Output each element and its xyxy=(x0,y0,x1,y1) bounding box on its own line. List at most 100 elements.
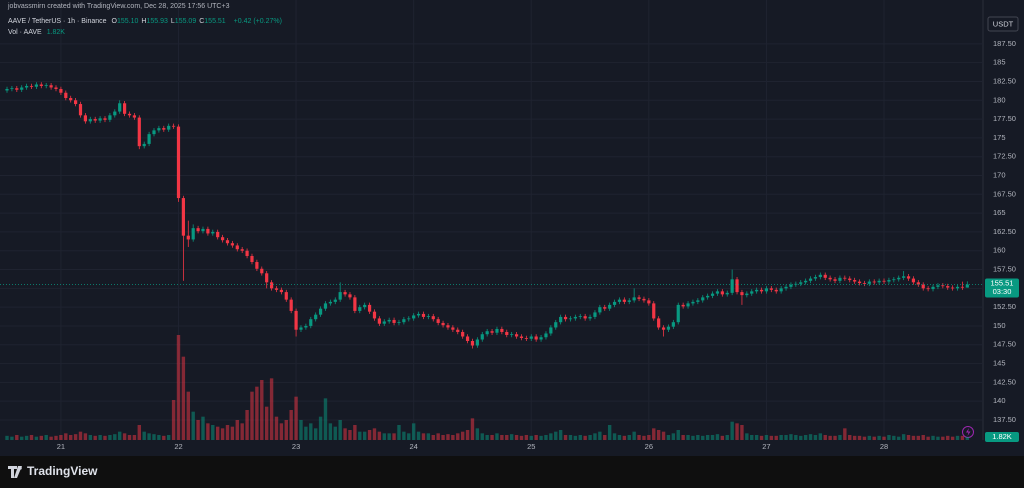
ohlc-label: C xyxy=(199,18,205,25)
countdown: 03:30 xyxy=(993,287,1012,296)
candle-body xyxy=(451,327,455,330)
candle-body xyxy=(122,103,127,114)
candle-body xyxy=(269,282,274,289)
candle-body xyxy=(118,103,122,112)
candle-body xyxy=(828,277,832,280)
candle-body xyxy=(603,307,607,309)
candle-body xyxy=(216,231,220,238)
candle-body xyxy=(563,316,568,320)
volume-bar xyxy=(274,416,279,440)
candle-body xyxy=(147,134,151,144)
volume-bar xyxy=(191,411,195,440)
candle-body xyxy=(534,336,538,340)
candle-body xyxy=(902,276,906,278)
volume-bar xyxy=(465,430,470,440)
volume-bar xyxy=(225,425,230,440)
volume-bar xyxy=(78,431,83,440)
candle-body xyxy=(392,319,396,323)
candle-body xyxy=(735,279,739,293)
x-tick-label: 24 xyxy=(409,442,417,451)
volume-bar xyxy=(5,435,9,440)
volume-bar xyxy=(887,435,891,440)
volume-bar xyxy=(157,435,161,440)
candle-body xyxy=(171,125,176,127)
volume-bar xyxy=(122,433,127,440)
y-tick-label: 160 xyxy=(993,246,1006,255)
y-tick-label: 175 xyxy=(993,133,1006,142)
candle-body xyxy=(196,228,200,232)
volume-bar xyxy=(568,435,573,440)
x-tick-label: 26 xyxy=(645,442,653,451)
candle-body xyxy=(363,304,367,308)
volume-bar xyxy=(235,420,239,440)
ohlc-value: 155.93 xyxy=(146,18,168,25)
volume-bar xyxy=(64,433,68,440)
y-tick-label: 185 xyxy=(993,58,1006,67)
volume-bar xyxy=(338,420,342,440)
volume-bar xyxy=(137,425,141,440)
volume-bar xyxy=(475,428,480,440)
ohlc-value: 155.51 xyxy=(204,18,226,25)
volume-bar xyxy=(279,423,284,440)
y-tick-label: 157.50 xyxy=(993,265,1016,274)
candle-body xyxy=(318,308,323,315)
volume-bar xyxy=(720,435,725,440)
volume-bar xyxy=(843,428,847,440)
candle-body xyxy=(568,318,573,320)
candle-body xyxy=(681,304,685,307)
volume-bar xyxy=(774,435,778,440)
candle-body xyxy=(250,255,254,263)
volume-bar xyxy=(578,435,582,440)
volume-bar xyxy=(622,435,627,440)
volume-legend: Vol · AAVE xyxy=(8,29,42,36)
candle-body xyxy=(328,301,332,304)
volume-bar xyxy=(353,425,357,440)
candle-body xyxy=(701,297,705,301)
candle-body xyxy=(804,280,808,283)
candle-body xyxy=(505,331,509,335)
volume-bar xyxy=(215,426,220,440)
candle-body xyxy=(588,316,592,319)
candle-body xyxy=(862,283,867,284)
candle-body xyxy=(397,322,401,323)
candle-body xyxy=(750,291,754,294)
volume-bar xyxy=(441,435,445,440)
volume-bar xyxy=(764,435,769,440)
y-tick-label: 177.50 xyxy=(993,114,1016,123)
volume-bar xyxy=(867,435,872,440)
candle-body xyxy=(225,240,230,244)
candle-body xyxy=(39,84,43,86)
candle-body xyxy=(407,318,411,320)
candle-body xyxy=(176,126,181,199)
volume-bar xyxy=(44,435,48,440)
candle-body xyxy=(710,293,715,296)
candle-body xyxy=(617,299,622,302)
ohlc-label: O xyxy=(111,18,117,25)
volume-bar xyxy=(921,435,925,440)
volume-bar xyxy=(524,435,529,440)
y-tick-label: 167.50 xyxy=(993,189,1016,198)
candle-body xyxy=(877,280,881,283)
candle-body xyxy=(853,280,857,282)
volume-bar xyxy=(725,435,729,440)
candle-body xyxy=(706,295,710,298)
candle-body xyxy=(49,85,53,88)
volume-bar xyxy=(828,435,832,440)
candle-body xyxy=(152,130,156,135)
volume-bar xyxy=(529,435,533,440)
candle-body xyxy=(867,281,871,284)
volume-bar xyxy=(691,435,695,440)
candle-body xyxy=(265,273,269,283)
volume-bar xyxy=(583,435,587,440)
candle-body xyxy=(186,235,190,240)
candle-body xyxy=(15,88,19,90)
currency-box[interactable] xyxy=(987,16,1019,32)
candle-body xyxy=(813,277,818,279)
y-tick-label: 142.50 xyxy=(993,377,1016,386)
volume-bar xyxy=(960,435,965,440)
volume-bar xyxy=(416,431,421,440)
candle-body xyxy=(255,262,259,269)
y-tick-label: 170 xyxy=(993,170,1006,179)
candle-body xyxy=(211,231,215,234)
